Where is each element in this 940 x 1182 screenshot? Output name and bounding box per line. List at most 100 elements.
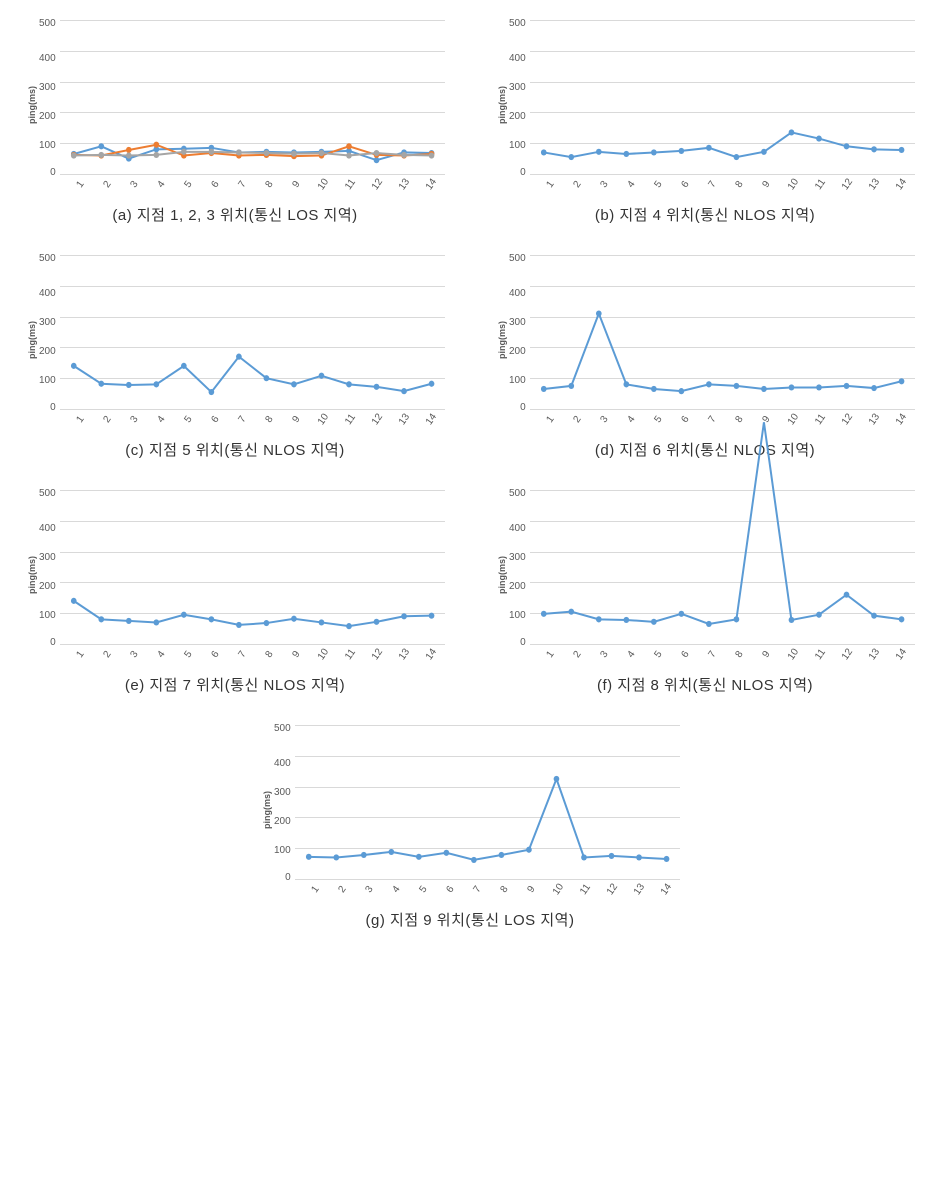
series-marker xyxy=(678,611,684,617)
series-marker xyxy=(541,611,547,617)
y-tick-label: 200 xyxy=(509,582,526,592)
chart-box: ping(ms)50040030020010001234567891011121… xyxy=(495,490,915,660)
series-marker xyxy=(428,381,434,387)
series-marker xyxy=(153,152,159,158)
series-marker xyxy=(208,389,214,395)
y-tick-label: 0 xyxy=(50,403,56,413)
series-marker xyxy=(651,149,657,155)
series-marker xyxy=(871,146,877,152)
series-marker xyxy=(126,152,132,158)
y-tick-label: 0 xyxy=(50,168,56,178)
y-tick-label: 200 xyxy=(39,112,56,122)
series-marker xyxy=(898,147,904,153)
y-ticks: 500 400 300 200 100 0 xyxy=(39,490,60,645)
series-marker xyxy=(596,310,602,316)
series-marker xyxy=(346,143,352,149)
series-marker xyxy=(126,382,132,388)
series-marker xyxy=(623,151,629,157)
y-tick-label: 400 xyxy=(509,54,526,64)
series-marker xyxy=(153,142,159,148)
series-marker xyxy=(581,854,587,860)
y-tick-label: 200 xyxy=(274,817,291,827)
series-marker xyxy=(126,147,132,153)
plot-area xyxy=(530,20,915,175)
series-marker xyxy=(306,854,312,860)
y-tick-label: 300 xyxy=(39,553,56,563)
series-marker xyxy=(98,143,104,149)
y-tick-label: 400 xyxy=(39,524,56,534)
series-marker xyxy=(788,617,794,623)
x-ticks: 1234567891011121314 xyxy=(39,649,445,660)
series-marker xyxy=(236,149,242,155)
series-marker xyxy=(788,384,794,390)
series-marker xyxy=(636,854,642,860)
chart-panel-f: ping(ms)50040030020010001234567891011121… xyxy=(485,490,925,695)
series-marker xyxy=(526,847,532,853)
series-marker xyxy=(568,609,574,615)
series-marker xyxy=(568,383,574,389)
series-svg xyxy=(60,255,445,409)
series-marker xyxy=(541,149,547,155)
y-tick-label: 100 xyxy=(509,611,526,621)
y-tick-label: 300 xyxy=(509,83,526,93)
y-axis-label: ping(ms) xyxy=(495,86,509,124)
y-tick-label: 100 xyxy=(39,611,56,621)
series-marker xyxy=(871,613,877,619)
y-tick-label: 100 xyxy=(509,376,526,386)
plot-area xyxy=(295,725,680,880)
series-svg xyxy=(60,20,445,174)
y-tick-label: 0 xyxy=(520,638,526,648)
chart-box: ping(ms)50040030020010001234567891011121… xyxy=(495,255,915,425)
series-marker xyxy=(291,381,297,387)
y-ticks: 5004003002001000 xyxy=(39,20,60,175)
y-axis-label: ping(ms) xyxy=(25,86,39,124)
y-tick-label: 100 xyxy=(39,376,56,386)
series-marker xyxy=(263,620,269,626)
chart-caption: (g) 지점 9 위치(통신 LOS 지역) xyxy=(366,909,575,930)
series-marker xyxy=(153,381,159,387)
series-marker xyxy=(361,852,367,858)
y-axis-label: ping(ms) xyxy=(25,321,39,359)
y-ticks: 5004003002001000 xyxy=(509,490,530,645)
x-ticks: 1234567891011121314 xyxy=(39,179,445,190)
chart-panel-d: ping(ms)50040030020010001234567891011121… xyxy=(485,255,925,460)
series-marker xyxy=(623,381,629,387)
series-marker xyxy=(816,136,822,142)
series-marker xyxy=(428,152,434,158)
y-ticks: 5004003002001000 xyxy=(509,255,530,410)
series-marker xyxy=(871,385,877,391)
x-ticks: 1234567891011121314 xyxy=(39,414,445,425)
y-tick-label: 0 xyxy=(285,873,291,883)
y-tick-label: 400 xyxy=(274,759,291,769)
series-marker xyxy=(816,612,822,618)
series-marker xyxy=(98,616,104,622)
y-tick-label: 400 xyxy=(509,524,526,534)
series-marker xyxy=(706,621,712,627)
y-tick-label: 500 xyxy=(39,254,56,264)
x-ticks: 1234567891011121314 xyxy=(509,179,915,190)
series-line-blue xyxy=(308,779,666,860)
y-tick-label: 500 xyxy=(274,724,291,734)
series-svg xyxy=(295,725,680,879)
series-marker xyxy=(318,150,324,156)
series-marker xyxy=(733,616,739,622)
y-tick-label: 500 xyxy=(39,19,56,29)
series-marker xyxy=(318,373,324,379)
series-marker xyxy=(236,354,242,360)
series-marker xyxy=(181,149,187,155)
y-tick-label: 200 xyxy=(39,582,56,592)
y-tick-label: 0 xyxy=(520,168,526,178)
series-marker xyxy=(706,145,712,151)
chart-panel-g: ping(ms)50040030020010001234567891011121… xyxy=(250,725,690,930)
series-line-blue xyxy=(543,314,901,392)
y-tick-label: 0 xyxy=(50,638,56,648)
series-marker xyxy=(541,386,547,392)
plot-area xyxy=(60,490,445,645)
series-marker xyxy=(428,613,434,619)
chart-panel-a: ping(ms)50040030020010001234567891011121… xyxy=(15,20,455,225)
series-marker xyxy=(373,384,379,390)
series-marker xyxy=(318,619,324,625)
chart-box: ping(ms)50040030020010001234567891011121… xyxy=(25,20,445,190)
y-tick-label: 500 xyxy=(39,489,56,499)
series-marker xyxy=(761,386,767,392)
